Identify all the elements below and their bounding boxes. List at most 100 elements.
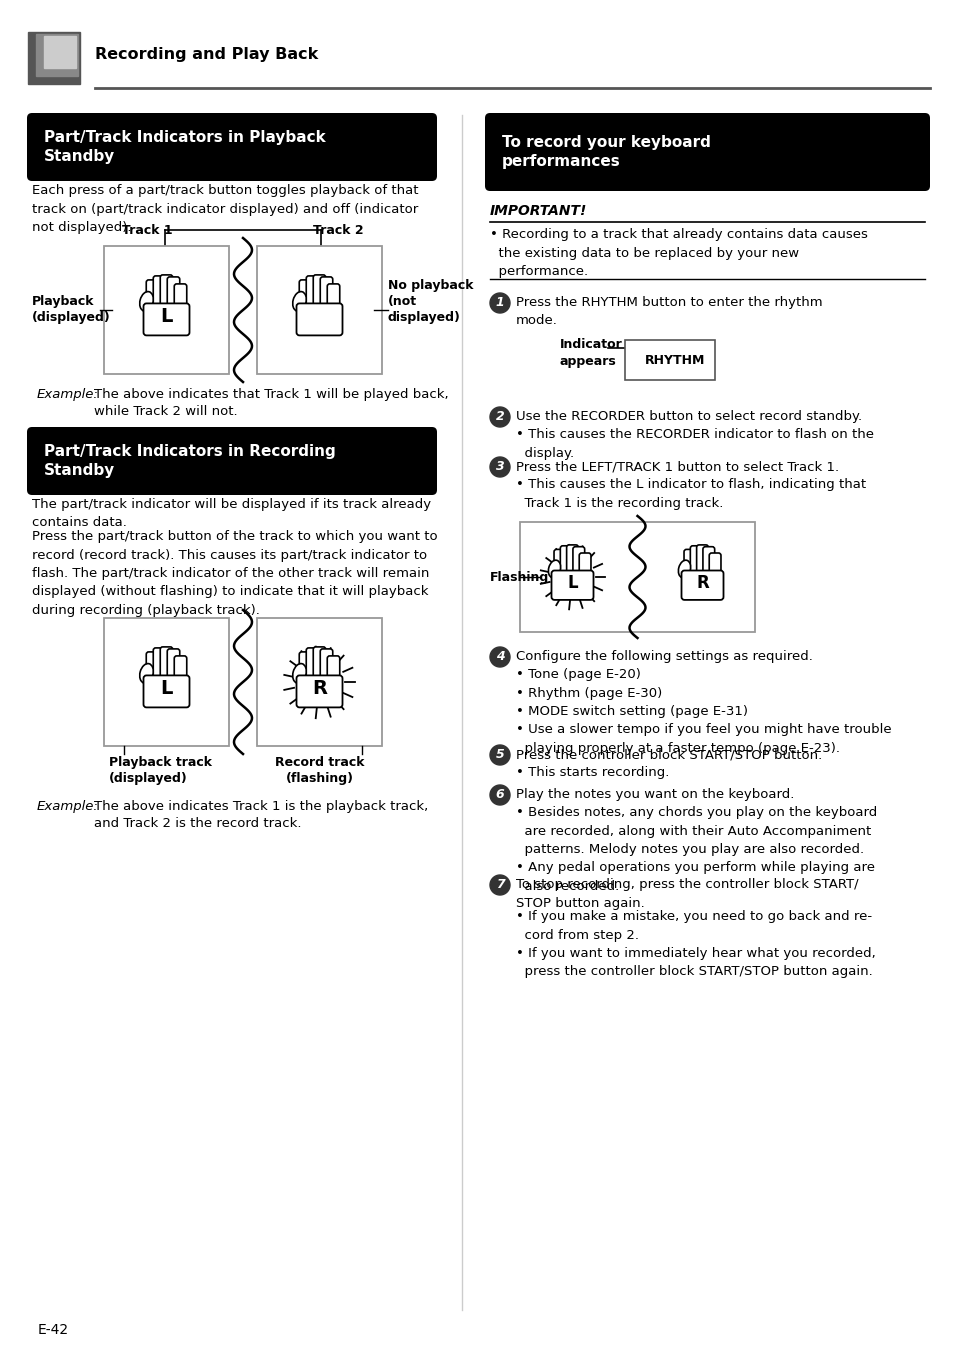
Text: while Track 2 will not.: while Track 2 will not. [94,404,237,418]
FancyBboxPatch shape [327,284,339,311]
Text: Track 1: Track 1 [122,224,172,236]
Text: To stop recording, press the controller block START/
STOP button again.: To stop recording, press the controller … [516,878,858,910]
Text: E-42: E-42 [38,1322,69,1337]
Text: To record your keyboard
performances: To record your keyboard performances [501,135,710,168]
Text: The part/track indicator will be displayed if its track already
contains data.: The part/track indicator will be display… [32,497,431,530]
Text: • If you make a mistake, you need to go back and re-
  cord from step 2.
• If yo: • If you make a mistake, you need to go … [516,910,875,979]
FancyBboxPatch shape [320,648,333,683]
FancyBboxPatch shape [573,547,584,578]
Text: Use the RECORDER button to select record standby.: Use the RECORDER button to select record… [516,410,862,423]
FancyBboxPatch shape [146,280,158,311]
FancyBboxPatch shape [153,276,166,311]
Text: Configure the following settings as required.: Configure the following settings as requ… [516,650,812,663]
Text: R: R [696,573,708,592]
Text: The above indicates that Track 1 will be played back,: The above indicates that Track 1 will be… [94,388,448,400]
FancyBboxPatch shape [146,652,158,683]
Text: Flashing: Flashing [490,570,549,584]
FancyBboxPatch shape [160,275,172,311]
Bar [44,36,76,67]
Circle shape [490,457,510,477]
Bar [36,34,78,75]
Text: Record track
(flashing): Record track (flashing) [274,756,364,785]
Circle shape [490,875,510,895]
Text: • This starts recording.: • This starts recording. [516,766,669,779]
Text: • Recording to a track that already contains data causes
  the existing data to : • Recording to a track that already cont… [490,228,867,278]
FancyBboxPatch shape [27,113,436,181]
Text: • This causes the L indicator to flash, indicating that
  Track 1 is the recordi: • This causes the L indicator to flash, … [516,479,865,510]
Ellipse shape [548,561,560,578]
Text: Playback track
(displayed): Playback track (displayed) [109,756,212,785]
FancyBboxPatch shape [696,545,708,578]
Text: 5: 5 [496,748,504,762]
FancyBboxPatch shape [296,303,342,336]
Text: R: R [312,679,327,698]
Ellipse shape [678,561,690,578]
Text: L: L [160,307,172,326]
Text: The above indicates Track 1 is the playback track,: The above indicates Track 1 is the playb… [94,799,428,813]
Text: Track 2: Track 2 [313,224,364,236]
FancyBboxPatch shape [702,547,714,578]
Circle shape [490,745,510,766]
Text: 4: 4 [496,651,504,663]
FancyBboxPatch shape [299,652,312,683]
FancyBboxPatch shape [551,570,593,600]
FancyBboxPatch shape [299,280,312,311]
FancyBboxPatch shape [690,546,701,578]
Text: Indicator
appears: Indicator appears [559,338,622,368]
Text: Recording and Play Back: Recording and Play Back [95,46,318,62]
FancyBboxPatch shape [683,550,695,578]
FancyBboxPatch shape [174,656,187,683]
FancyBboxPatch shape [306,648,318,683]
Bar [624,340,714,380]
Ellipse shape [139,291,153,311]
FancyBboxPatch shape [578,553,590,578]
Text: No playback
(not
displayed): No playback (not displayed) [388,279,473,325]
Text: Part/Track Indicators in Playback
Standby: Part/Track Indicators in Playback Standb… [44,131,325,164]
Text: 7: 7 [496,879,504,891]
Bar [256,245,381,373]
Text: 6: 6 [496,789,504,802]
FancyBboxPatch shape [559,546,572,578]
FancyBboxPatch shape [313,647,325,683]
Text: Each press of a part/track button toggles playback of that
track on (part/track : Each press of a part/track button toggle… [32,183,418,235]
Circle shape [490,407,510,427]
Text: L: L [160,679,172,698]
FancyBboxPatch shape [554,550,565,578]
Bar [519,522,754,632]
Text: • Besides notes, any chords you play on the keyboard
  are recorded, along with : • Besides notes, any chords you play on … [516,806,877,892]
Text: Press the RHYTHM button to enter the rhythm
mode.: Press the RHYTHM button to enter the rhy… [516,297,821,328]
FancyBboxPatch shape [167,276,179,311]
FancyBboxPatch shape [313,275,325,311]
Text: 3: 3 [496,461,504,473]
Text: • This causes the RECORDER indicator to flash on the
  display.: • This causes the RECORDER indicator to … [516,429,873,460]
FancyBboxPatch shape [306,276,318,311]
Text: Press the controller block START/STOP button.: Press the controller block START/STOP bu… [516,748,821,762]
Text: L: L [567,573,578,592]
Bar [104,245,229,373]
FancyBboxPatch shape [143,675,190,708]
FancyBboxPatch shape [320,276,333,311]
FancyBboxPatch shape [27,427,436,495]
FancyBboxPatch shape [680,570,722,600]
Text: RHYTHM: RHYTHM [644,353,704,367]
Text: Playback
(displayed): Playback (displayed) [32,295,111,325]
Bar [28,32,80,84]
Ellipse shape [293,663,306,683]
FancyBboxPatch shape [167,648,179,683]
FancyBboxPatch shape [484,113,929,191]
FancyBboxPatch shape [160,647,172,683]
Text: Example:: Example: [37,388,99,400]
FancyBboxPatch shape [143,303,190,336]
Text: 2: 2 [496,411,504,423]
FancyBboxPatch shape [327,656,339,683]
Bar [104,617,229,745]
FancyBboxPatch shape [566,545,578,578]
Text: Example:: Example: [37,799,99,813]
Circle shape [490,647,510,667]
Text: Press the part/track button of the track to which you want to
record (record tra: Press the part/track button of the track… [32,530,437,617]
Text: Play the notes you want on the keyboard.: Play the notes you want on the keyboard. [516,789,794,801]
FancyBboxPatch shape [296,675,342,708]
Bar [256,617,381,745]
FancyBboxPatch shape [174,284,187,311]
FancyBboxPatch shape [708,553,720,578]
